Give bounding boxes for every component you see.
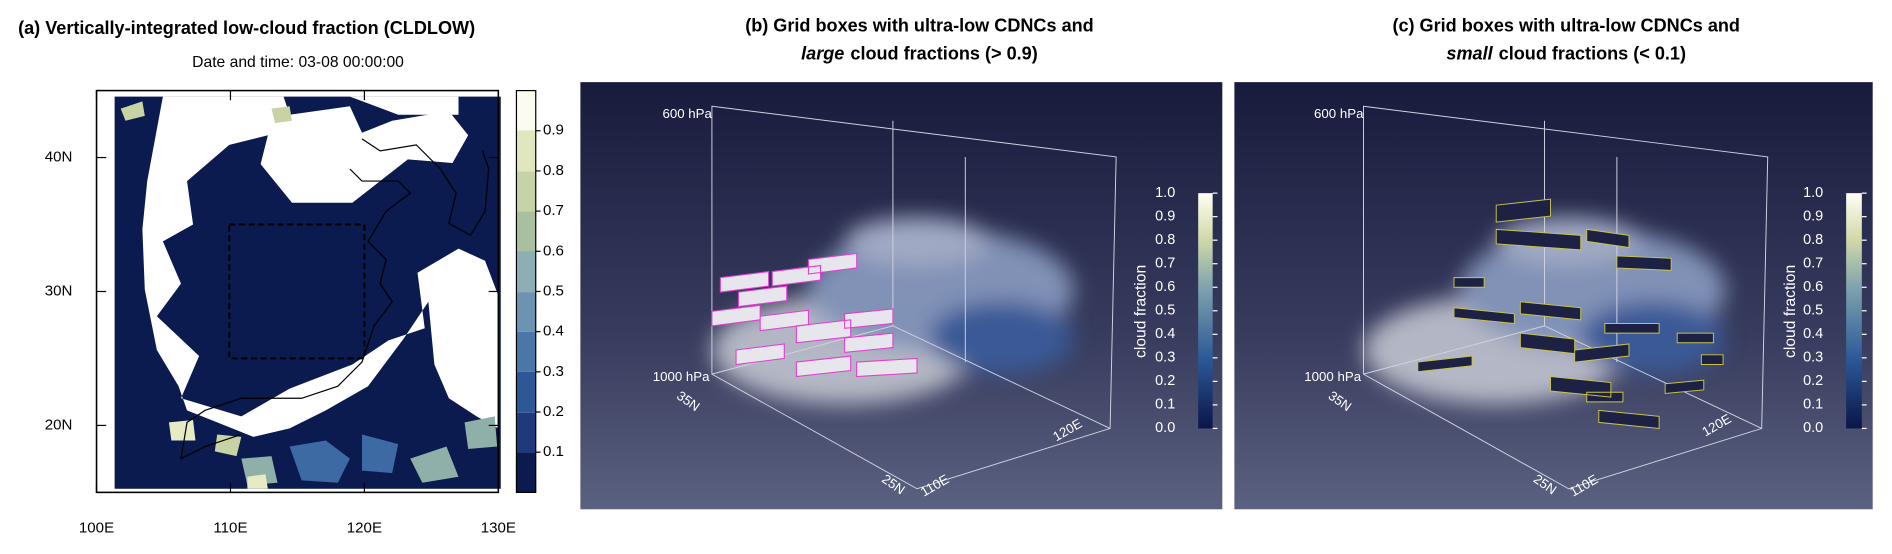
colorbar-tick-label: 0.8 xyxy=(543,162,564,179)
colorbar-tick-label: 0.3 xyxy=(1803,350,1823,366)
colorbar-tick-label: 0.4 xyxy=(1155,326,1175,342)
colorbar-tick-label: 0.2 xyxy=(1155,373,1175,389)
title-italic: small xyxy=(1446,43,1493,63)
colorbar-tick-label: 0.5 xyxy=(543,282,564,299)
y-tick-label: 40N xyxy=(45,149,73,166)
axis-label: 1000 hPa xyxy=(653,369,710,384)
colorbar-label: cloud fraction xyxy=(1782,265,1799,358)
colorbar-tick-label: 0.5 xyxy=(1155,303,1175,319)
colorbar-tick-label: 0.7 xyxy=(543,202,564,219)
colorbar-tick-label: 0.9 xyxy=(1803,208,1823,224)
panel-title: large cloud fractions (> 0.9) xyxy=(801,43,1038,63)
title-rest: cloud fractions (< 0.1) xyxy=(1499,43,1686,63)
colorbar-tick-label: 1.0 xyxy=(1803,185,1823,201)
colorbar-tick-label: 0.2 xyxy=(1803,373,1823,389)
colorbar-tick-label: 0.4 xyxy=(543,323,564,340)
colorbar-label: cloud fraction xyxy=(1133,265,1150,358)
colorbar-tick-label: 0.9 xyxy=(1155,208,1175,224)
colorbar-tick-label: 0.2 xyxy=(543,403,564,420)
colorbar-tick-label: 0.3 xyxy=(1155,350,1175,366)
colorbar-tick-label: 0.4 xyxy=(1803,326,1823,342)
axis-label: 1000 hPa xyxy=(1304,369,1361,384)
colorbar-tick-label: 0.1 xyxy=(1803,397,1823,413)
colorbar-tick-label: 0.6 xyxy=(1803,279,1823,295)
colorbar-tick-label: 0.0 xyxy=(1155,420,1175,436)
colorbar-tick-label: 0.5 xyxy=(1803,303,1823,319)
colorbar-tick-label: 0.8 xyxy=(1155,232,1175,248)
y-tick-label: 20N xyxy=(45,416,73,433)
colorbar-tick-label: 0.1 xyxy=(543,443,564,460)
axis-label: 600 hPa xyxy=(1314,106,1364,121)
render-view xyxy=(1234,82,1873,510)
panel-subtitle: Date and time: 03-08 00:00:00 xyxy=(192,54,404,71)
colorbar-tick-label: 0.1 xyxy=(1155,397,1175,413)
colorbar-tick-label: 0.6 xyxy=(1155,279,1175,295)
title-rest: cloud fractions (> 0.9) xyxy=(850,43,1037,63)
colorbar-tick-label: 0.0 xyxy=(1803,420,1823,436)
y-tick-label: 30N xyxy=(45,282,73,299)
render-view xyxy=(580,82,1223,510)
colorbar-tick-label: 0.7 xyxy=(1803,256,1823,272)
map-colorbar xyxy=(515,89,537,493)
map xyxy=(95,89,501,494)
colorbar-tick-label: 0.3 xyxy=(543,363,564,380)
panel-title: (a) Vertically-integrated low-cloud frac… xyxy=(18,18,475,38)
colorbar-tick-label: 0.9 xyxy=(543,122,564,139)
x-tick-label: 110E xyxy=(213,520,247,537)
colorbar-tick-label: 1.0 xyxy=(1155,185,1175,201)
x-tick-label: 130E xyxy=(481,520,516,537)
axis-label: 600 hPa xyxy=(662,106,712,121)
title-italic: large xyxy=(801,43,844,63)
colorbar-tick-label: 0.8 xyxy=(1803,232,1823,248)
x-tick-label: 120E xyxy=(347,520,382,537)
panel-title: small cloud fractions (< 0.1) xyxy=(1446,43,1686,63)
panel-title: (b) Grid boxes with ultra-low CDNCs and xyxy=(745,15,1094,35)
panel-title: (c) Grid boxes with ultra-low CDNCs and xyxy=(1392,15,1740,35)
x-tick-label: 100E xyxy=(79,520,114,537)
colorbar-tick-label: 0.6 xyxy=(543,242,564,259)
colorbar-tick-label: 0.7 xyxy=(1155,256,1175,272)
